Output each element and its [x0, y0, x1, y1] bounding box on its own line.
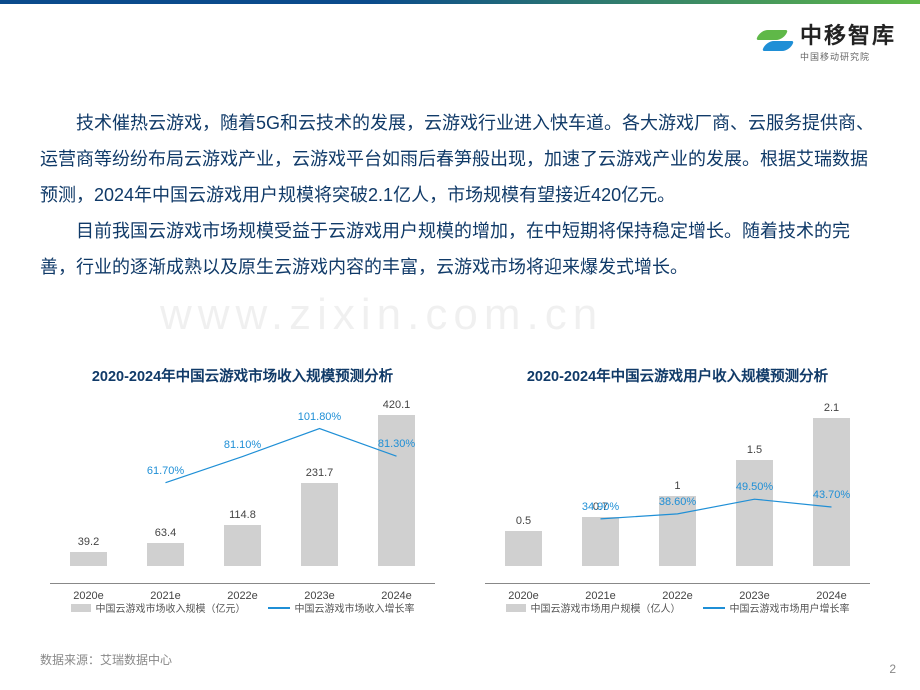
line-value-label: 61.70%	[147, 465, 184, 477]
x-tick-label: 2020e	[50, 590, 127, 602]
legend-line-label: 中国云游戏市场用户增长率	[730, 600, 850, 615]
x-tick-label: 2021e	[562, 590, 639, 602]
x-tick-label: 2023e	[716, 590, 793, 602]
chart-right-title: 2020-2024年中国云游戏用户收入规模预测分析	[475, 365, 880, 386]
growth-line	[50, 404, 435, 566]
legend-bar-label: 中国云游戏市场收入规模（亿元）	[96, 600, 246, 615]
logo-mark-icon	[758, 30, 792, 51]
line-value-label: 49.50%	[736, 481, 773, 493]
logo-subtitle: 中国移动研究院	[800, 50, 896, 63]
brand-logo: 中移智库 中国移动研究院	[758, 18, 896, 63]
line-swatch-icon	[268, 607, 290, 609]
page-number: 2	[889, 662, 896, 676]
x-tick-label: 2022e	[639, 590, 716, 602]
line-value-label: 101.80%	[298, 411, 341, 423]
legend-bar-label: 中国云游戏市场用户规模（亿人）	[531, 600, 681, 615]
line-value-label: 34.90%	[582, 501, 619, 513]
chart-left-area: 39.263.4114.8231.7420.161.70%81.10%101.8…	[40, 394, 445, 594]
line-value-label: 38.60%	[659, 496, 696, 508]
paragraph-1: 技术催热云游戏，随着5G和云技术的发展，云游戏行业进入快车道。各大游戏厂商、云服…	[40, 105, 880, 213]
x-tick-label: 2021e	[127, 590, 204, 602]
x-tick-label: 2022e	[204, 590, 281, 602]
x-tick-label: 2024e	[793, 590, 870, 602]
chart-left-legend: 中国云游戏市场收入规模（亿元） 中国云游戏市场收入增长率	[40, 600, 445, 615]
growth-line	[485, 404, 870, 566]
paragraph-2: 目前我国云游戏市场规模受益于云游戏用户规模的增加，在中短期将保持稳定增长。随着技…	[40, 213, 880, 285]
chart-right-area: 0.50.711.52.134.90%38.60%49.50%43.70% 20…	[475, 394, 880, 594]
body-paragraphs: 技术催热云游戏，随着5G和云技术的发展，云游戏行业进入快车道。各大游戏厂商、云服…	[40, 105, 880, 285]
logo-title: 中移智库	[800, 18, 896, 50]
x-tick-label: 2023e	[281, 590, 358, 602]
top-accent-stripe	[0, 0, 920, 4]
watermark-text: www.zixin.com.cn	[160, 290, 603, 340]
line-value-label: 81.10%	[224, 439, 261, 451]
chart-right-legend: 中国云游戏市场用户规模（亿人） 中国云游戏市场用户增长率	[475, 600, 880, 615]
bar-swatch-icon	[71, 604, 91, 612]
data-source: 数据来源：艾瑞数据中心	[40, 651, 172, 668]
x-tick-label: 2024e	[358, 590, 435, 602]
x-tick-label: 2020e	[485, 590, 562, 602]
line-value-label: 43.70%	[813, 489, 850, 501]
chart-right: 2020-2024年中国云游戏用户收入规模预测分析 0.50.711.52.13…	[475, 365, 880, 615]
line-swatch-icon	[703, 607, 725, 609]
bar-swatch-icon	[506, 604, 526, 612]
chart-left: 2020-2024年中国云游戏市场收入规模预测分析 39.263.4114.82…	[40, 365, 445, 615]
line-value-label: 81.30%	[378, 438, 415, 450]
legend-line-label: 中国云游戏市场收入增长率	[295, 600, 415, 615]
chart-left-title: 2020-2024年中国云游戏市场收入规模预测分析	[40, 365, 445, 386]
